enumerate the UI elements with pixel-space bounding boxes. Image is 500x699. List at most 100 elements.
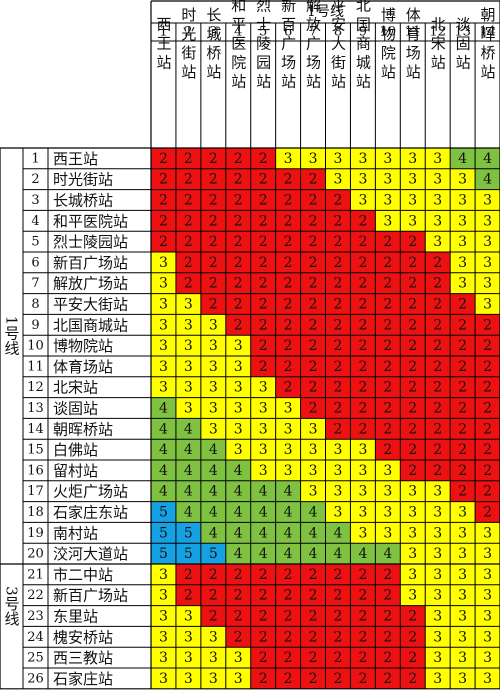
fare-cell [225, 335, 251, 356]
row-number: 17 [27, 484, 44, 499]
fare-cell [175, 231, 201, 252]
fare-cell [400, 168, 426, 190]
row-number: 18 [27, 505, 44, 520]
fare-cell [375, 668, 401, 689]
fare-cell [175, 522, 201, 544]
column-station-name: 长城桥站 [204, 7, 222, 83]
fare-cell [425, 168, 451, 190]
row-number: 8 [31, 297, 39, 312]
fare-value: 3 [483, 213, 492, 229]
row-station-name: 火炬广场站 [53, 483, 128, 501]
column-number: 13 [454, 25, 471, 40]
fare-cell [200, 314, 226, 336]
fare-cell [400, 397, 426, 419]
fare-cell [250, 252, 276, 273]
fare-value: 2 [458, 380, 467, 396]
fare-cell [425, 293, 451, 315]
fare-value: 2 [383, 234, 392, 250]
fare-value: 2 [408, 401, 417, 417]
fare-value: 3 [159, 380, 168, 396]
fare-value: 2 [433, 276, 442, 292]
fare-value: 2 [433, 463, 442, 479]
fare-value: 2 [159, 151, 168, 167]
fare-cell [275, 522, 301, 544]
row-number: 25 [27, 651, 44, 666]
fare-value: 2 [284, 297, 293, 313]
fare-cell [325, 584, 351, 606]
fare-cell [475, 231, 500, 252]
fare-value: 2 [483, 401, 492, 417]
fare-value: 2 [408, 421, 417, 437]
fare-cell [425, 418, 451, 440]
fare-value: 2 [259, 234, 268, 250]
fare-cell [300, 480, 326, 502]
fare-value: 3 [483, 546, 492, 562]
fare-value: 3 [458, 172, 467, 188]
fare-value: 2 [383, 338, 392, 354]
fare-cell [350, 501, 376, 523]
fare-value: 3 [383, 484, 392, 500]
fare-value: 2 [209, 276, 218, 292]
fare-cell [250, 168, 276, 190]
fare-value: 2 [309, 193, 318, 209]
fare-value: 3 [259, 380, 268, 396]
row-number: 26 [27, 671, 44, 686]
fare-value: 3 [408, 151, 417, 167]
fare-cell [325, 397, 351, 419]
fare-value: 3 [284, 442, 293, 458]
fare-value: 2 [383, 380, 392, 396]
row-station-name: 体育场站 [53, 358, 113, 376]
fare-cell [175, 314, 201, 336]
fare-value: 2 [159, 213, 168, 229]
fare-value: 4 [209, 484, 218, 500]
row-number: 2 [31, 172, 39, 187]
fare-value: 3 [408, 172, 417, 188]
fare-cell [250, 460, 276, 481]
fare-value: 3 [358, 484, 367, 500]
fare-cell [225, 418, 251, 440]
fare-value: 3 [334, 484, 343, 500]
fare-cell [475, 210, 500, 232]
fare-value: 2 [358, 401, 367, 417]
fare-cell [300, 314, 326, 336]
fare-cell [225, 439, 251, 460]
fare-cell [450, 335, 476, 356]
fare-cell [450, 418, 476, 440]
fare-cell [275, 501, 301, 523]
fare-cell [175, 397, 201, 419]
fare-value: 2 [433, 338, 442, 354]
fare-cell [151, 272, 176, 294]
fare-value: 2 [259, 338, 268, 354]
row-number: 6 [31, 255, 39, 270]
fare-value: 2 [458, 297, 467, 313]
fare-value: 2 [309, 234, 318, 250]
fare-cell [200, 543, 226, 564]
fare-cell [250, 605, 276, 627]
fare-cell [225, 501, 251, 523]
fare-cell [425, 647, 451, 668]
fare-value: 3 [209, 421, 218, 437]
fare-cell [450, 148, 476, 169]
fare-cell [225, 522, 251, 544]
fare-cell [250, 543, 276, 564]
fare-cell [300, 439, 326, 460]
fare-value: 4 [159, 442, 168, 458]
fare-value: 3 [209, 338, 218, 354]
fare-cell [425, 668, 451, 689]
fare-value: 2 [383, 421, 392, 437]
fare-cell [300, 293, 326, 315]
fare-cell [325, 335, 351, 356]
fare-cell [200, 439, 226, 460]
fare-cell [375, 480, 401, 502]
fare-value: 3 [234, 338, 243, 354]
fare-value: 3 [458, 546, 467, 562]
fare-cell [225, 480, 251, 502]
fare-value: 2 [408, 671, 417, 687]
fare-value: 2 [284, 567, 293, 583]
fare-cell [375, 293, 401, 315]
fare-cell [300, 522, 326, 544]
fare-cell [225, 252, 251, 273]
fare-cell [325, 210, 351, 232]
fare-value: 2 [408, 463, 417, 479]
fare-value: 2 [408, 297, 417, 313]
